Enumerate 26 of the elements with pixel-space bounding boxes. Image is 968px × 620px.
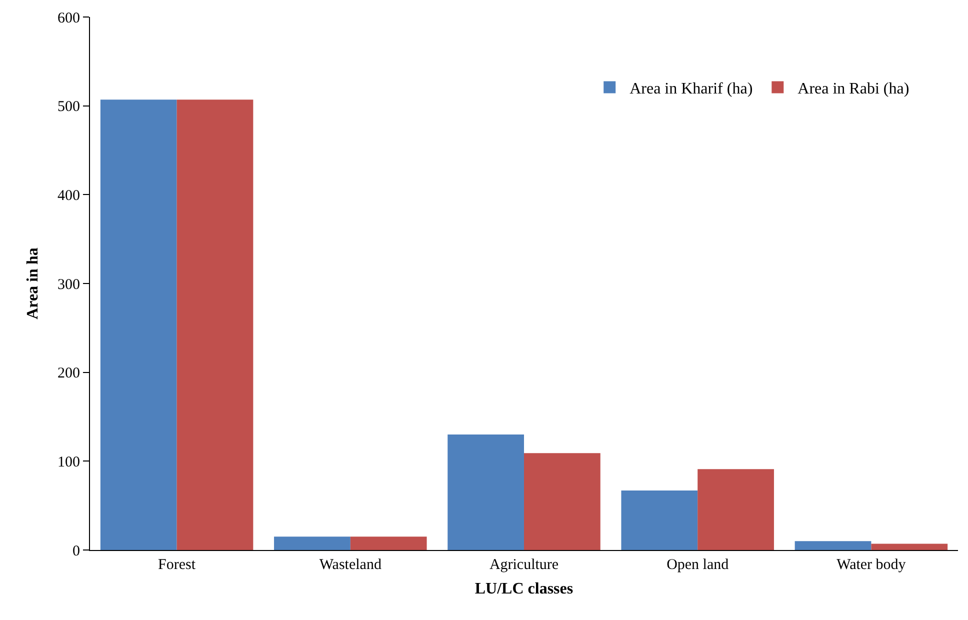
x-tick-label: Forest bbox=[158, 557, 196, 573]
y-tick-label: 300 bbox=[58, 276, 80, 293]
y-tick-label: 200 bbox=[58, 366, 80, 382]
bar bbox=[100, 100, 177, 550]
y-tick-label: 600 bbox=[58, 10, 80, 26]
legend-label: Area in Rabi (ha) bbox=[798, 80, 910, 98]
x-tick-label: Agriculture bbox=[489, 557, 559, 573]
bar bbox=[794, 541, 872, 550]
x-tick-label: Water body bbox=[836, 557, 906, 573]
x-axis-title: LU/LC classes bbox=[474, 580, 574, 598]
y-tick-label: 100 bbox=[58, 454, 80, 470]
bar bbox=[698, 469, 774, 550]
y-tick-label: 0 bbox=[72, 543, 80, 560]
y-axis-title: Area in ha bbox=[24, 248, 42, 320]
bar bbox=[448, 434, 524, 550]
y-tick-label: 400 bbox=[58, 188, 80, 204]
bar bbox=[621, 490, 698, 550]
y-tick-label: 500 bbox=[58, 99, 80, 116]
bar bbox=[871, 544, 948, 550]
bar bbox=[274, 536, 350, 550]
bar bbox=[350, 536, 427, 550]
legend-label: Area in Kharif (ha) bbox=[630, 80, 753, 98]
x-tick-label: Open land bbox=[666, 557, 730, 573]
bar bbox=[524, 453, 600, 550]
x-tick-label: Wasteland bbox=[319, 557, 382, 573]
bar bbox=[176, 100, 254, 550]
